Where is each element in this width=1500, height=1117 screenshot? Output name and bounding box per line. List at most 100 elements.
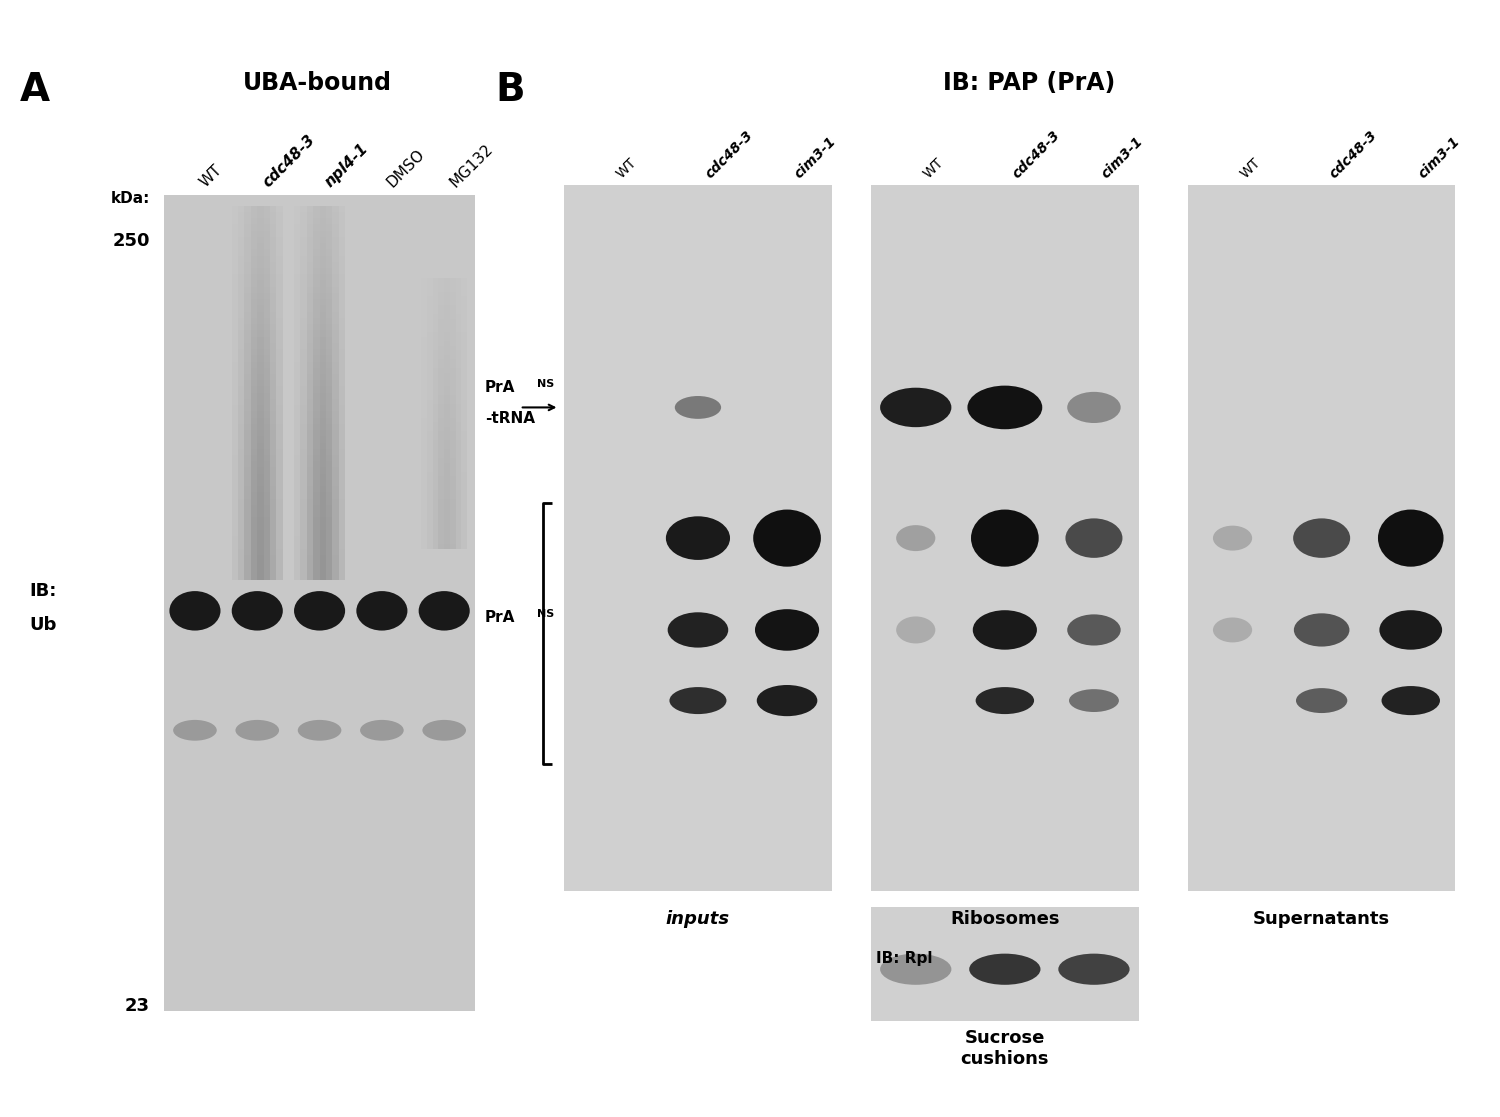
Bar bbox=[251, 455, 258, 461]
Bar bbox=[300, 548, 307, 555]
Bar bbox=[320, 529, 326, 536]
Bar bbox=[314, 480, 320, 486]
Bar bbox=[320, 493, 326, 498]
Ellipse shape bbox=[758, 685, 818, 716]
Text: A: A bbox=[20, 70, 50, 108]
Bar bbox=[276, 573, 284, 580]
Bar bbox=[244, 542, 250, 548]
Bar bbox=[450, 477, 456, 481]
Bar bbox=[276, 423, 284, 430]
Bar bbox=[238, 362, 244, 367]
Bar bbox=[444, 540, 450, 544]
Bar bbox=[432, 287, 438, 292]
Bar bbox=[314, 212, 320, 218]
Bar bbox=[251, 349, 258, 355]
Bar bbox=[422, 422, 428, 427]
Bar bbox=[444, 495, 450, 499]
Bar bbox=[432, 504, 438, 508]
Bar bbox=[251, 399, 258, 405]
Bar bbox=[339, 362, 345, 367]
Bar bbox=[294, 275, 300, 280]
Bar bbox=[320, 405, 326, 411]
Bar bbox=[258, 336, 264, 343]
Bar bbox=[427, 472, 432, 477]
Bar bbox=[444, 400, 450, 404]
Bar bbox=[450, 431, 456, 436]
Bar bbox=[270, 280, 276, 287]
Bar bbox=[320, 561, 326, 567]
Bar bbox=[339, 305, 345, 312]
Bar bbox=[258, 418, 264, 423]
Bar bbox=[308, 225, 314, 230]
Bar bbox=[320, 423, 326, 430]
Bar bbox=[320, 275, 326, 280]
Bar bbox=[270, 480, 276, 486]
Bar bbox=[462, 409, 466, 413]
Bar bbox=[294, 405, 300, 411]
Bar bbox=[450, 535, 456, 540]
Bar bbox=[462, 499, 466, 504]
Bar bbox=[258, 468, 264, 474]
Bar bbox=[444, 522, 450, 526]
Bar bbox=[326, 411, 333, 418]
Bar bbox=[244, 461, 250, 468]
Bar bbox=[294, 367, 300, 374]
Text: WT: WT bbox=[614, 155, 639, 181]
Bar bbox=[231, 244, 238, 249]
Bar bbox=[456, 386, 462, 391]
Text: PrA: PrA bbox=[484, 610, 516, 626]
Bar bbox=[438, 386, 444, 391]
Bar bbox=[244, 486, 250, 493]
Bar bbox=[308, 206, 314, 212]
Bar bbox=[258, 299, 264, 305]
Bar bbox=[432, 296, 438, 300]
Bar bbox=[270, 218, 276, 225]
Bar bbox=[258, 517, 264, 524]
Bar bbox=[450, 395, 456, 400]
Bar bbox=[238, 573, 244, 580]
Bar bbox=[270, 442, 276, 449]
Bar bbox=[438, 292, 444, 296]
Bar bbox=[333, 399, 339, 405]
Bar bbox=[300, 244, 307, 249]
Bar bbox=[231, 423, 238, 430]
Bar bbox=[314, 206, 320, 212]
Bar bbox=[462, 355, 466, 360]
Bar bbox=[326, 386, 333, 393]
Bar bbox=[264, 206, 270, 212]
Bar bbox=[258, 374, 264, 380]
Bar bbox=[456, 531, 462, 535]
Bar bbox=[314, 505, 320, 512]
Bar bbox=[462, 400, 466, 404]
Bar bbox=[294, 374, 300, 380]
Bar bbox=[450, 440, 456, 445]
Bar bbox=[427, 328, 432, 333]
Text: Ribosomes: Ribosomes bbox=[950, 910, 1059, 928]
Bar bbox=[462, 283, 466, 287]
Bar bbox=[444, 395, 450, 400]
Bar bbox=[427, 462, 432, 468]
Bar bbox=[308, 293, 314, 299]
Bar bbox=[251, 411, 258, 418]
Bar bbox=[270, 349, 276, 355]
Bar bbox=[300, 461, 307, 468]
Bar bbox=[427, 409, 432, 413]
Bar bbox=[238, 468, 244, 474]
Bar bbox=[422, 462, 428, 468]
Bar bbox=[326, 336, 333, 343]
Bar bbox=[231, 299, 238, 305]
Bar bbox=[270, 362, 276, 367]
Bar bbox=[450, 540, 456, 544]
Bar bbox=[231, 324, 238, 331]
Bar bbox=[456, 382, 462, 386]
Bar bbox=[326, 280, 333, 287]
Bar bbox=[339, 468, 345, 474]
Bar bbox=[427, 458, 432, 462]
Bar bbox=[326, 536, 333, 542]
Bar bbox=[294, 299, 300, 305]
Bar bbox=[438, 328, 444, 333]
Bar bbox=[432, 364, 438, 369]
Bar bbox=[238, 299, 244, 305]
Bar bbox=[251, 393, 258, 399]
Bar bbox=[422, 283, 428, 287]
